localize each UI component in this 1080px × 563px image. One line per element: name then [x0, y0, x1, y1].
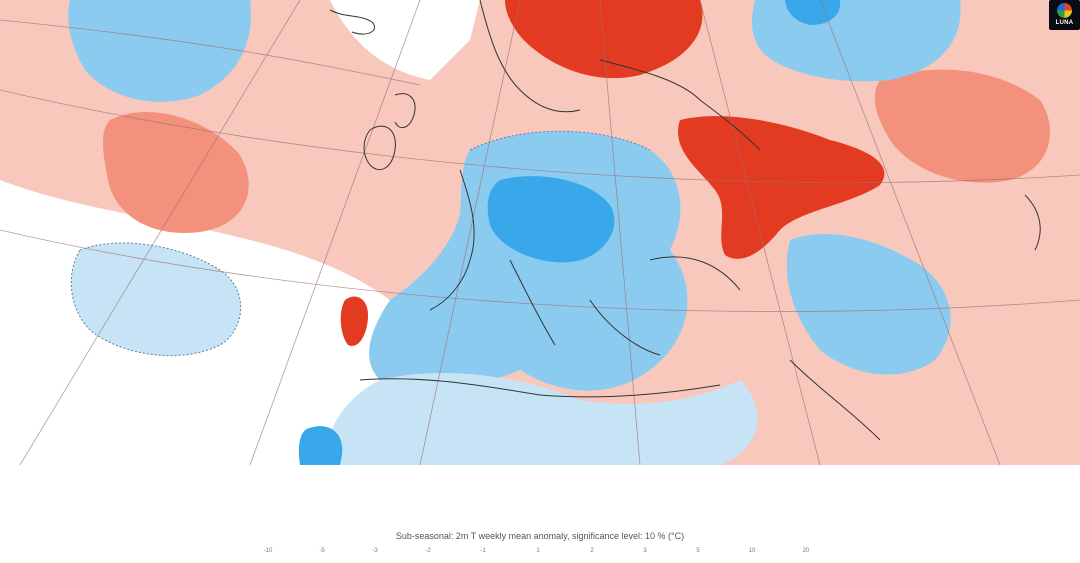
coastlines: [329, 0, 1041, 441]
luna-logo: LUNA: [1049, 0, 1080, 30]
cold-area-greenland: [68, 0, 251, 102]
scale-label: -3: [372, 548, 378, 554]
cold-area-europe: [369, 131, 688, 391]
scale-label: 1: [536, 548, 540, 554]
neutral-area-arctic: [0, 0, 480, 80]
warm-area-east: [874, 69, 1050, 183]
warm-area-russia: [678, 116, 885, 259]
warm-area-iberia-spot: [340, 296, 368, 346]
anomaly-map: [0, 0, 1080, 466]
cold-area-central-europe-core: [487, 176, 615, 263]
scale-label: 3: [643, 548, 647, 554]
cold-area-atlantic-west: [71, 242, 241, 356]
globe-icon: [1057, 3, 1072, 18]
logo-label: LUNA: [1055, 20, 1074, 26]
map-caption: Sub-seasonal: 2m T weekly mean anomaly, …: [395, 531, 685, 541]
cold-area-southwest-spot: [298, 426, 343, 465]
scale-label: -10: [263, 548, 273, 554]
cold-area-middle-east: [786, 234, 951, 375]
scale-label: 20: [802, 548, 810, 554]
graticule: [0, 0, 1080, 466]
significance-contours: [70, 130, 651, 357]
scale-label: 10: [748, 548, 756, 554]
scale-label: 5: [696, 548, 700, 554]
scale-label: -1: [480, 548, 486, 554]
scale-label: -5: [319, 548, 325, 554]
scale-label: 2: [590, 548, 594, 554]
scale-label: -2: [425, 548, 431, 554]
cold-area-north-russia-core: [785, 0, 841, 25]
warm-area-atlantic: [103, 112, 249, 233]
color-scale-labels: -10 -5 -3 -2 -1 1 2 3 5 10 20: [0, 548, 1080, 560]
